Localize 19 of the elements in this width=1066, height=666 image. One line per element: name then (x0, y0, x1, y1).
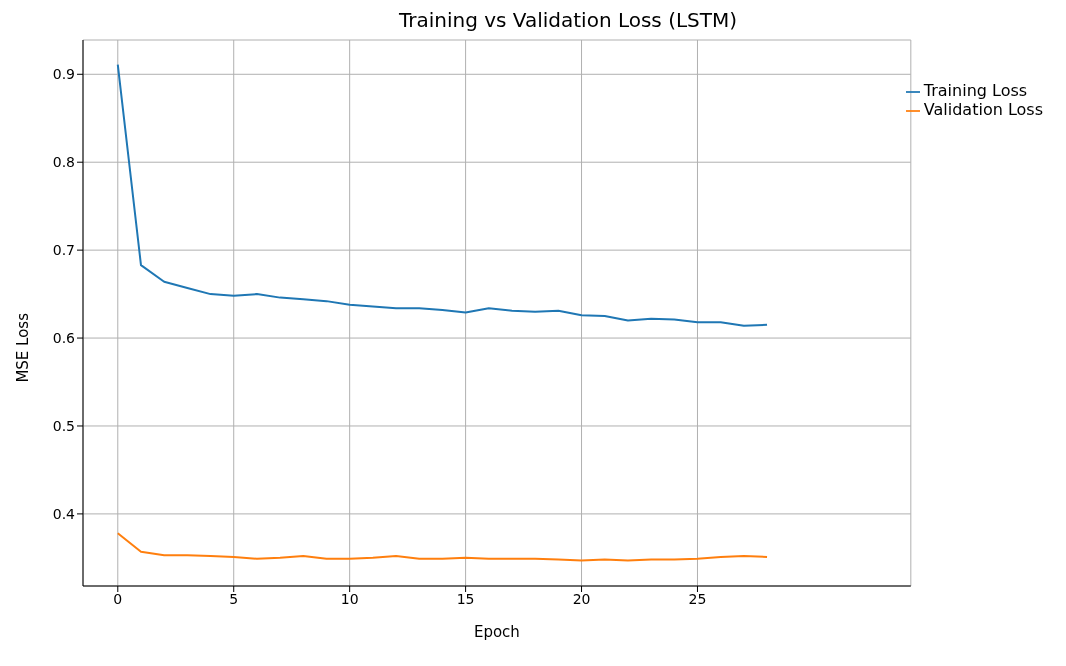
y-tick-label: 0.6 (52, 330, 76, 347)
chart-title: Training vs Validation Loss (LSTM) (397, 8, 739, 34)
line-series (116, 532, 769, 562)
y-tick-label: 0.9 (52, 66, 75, 83)
y-tick-label: 0.4 (52, 505, 76, 522)
y-axis-title: MSE Loss (14, 312, 33, 383)
x-tick-label: 25 (688, 590, 707, 607)
x-tick-label: 20 (572, 590, 591, 607)
x-tick-label: 10 (340, 590, 359, 607)
y-tick-label: 0.7 (52, 242, 75, 259)
x-tick-label: 15 (456, 590, 475, 607)
x-tick-label: 0 (113, 590, 123, 607)
y-tick-label: 0.5 (52, 417, 75, 434)
x-axis-title: Epoch (473, 622, 520, 641)
y-tick-label: 0.8 (52, 154, 75, 171)
legend-label: Validation Loss (923, 100, 1043, 119)
line-series (116, 63, 769, 327)
x-tick-label: 5 (229, 590, 239, 607)
legend-label: Training Loss (923, 81, 1028, 100)
